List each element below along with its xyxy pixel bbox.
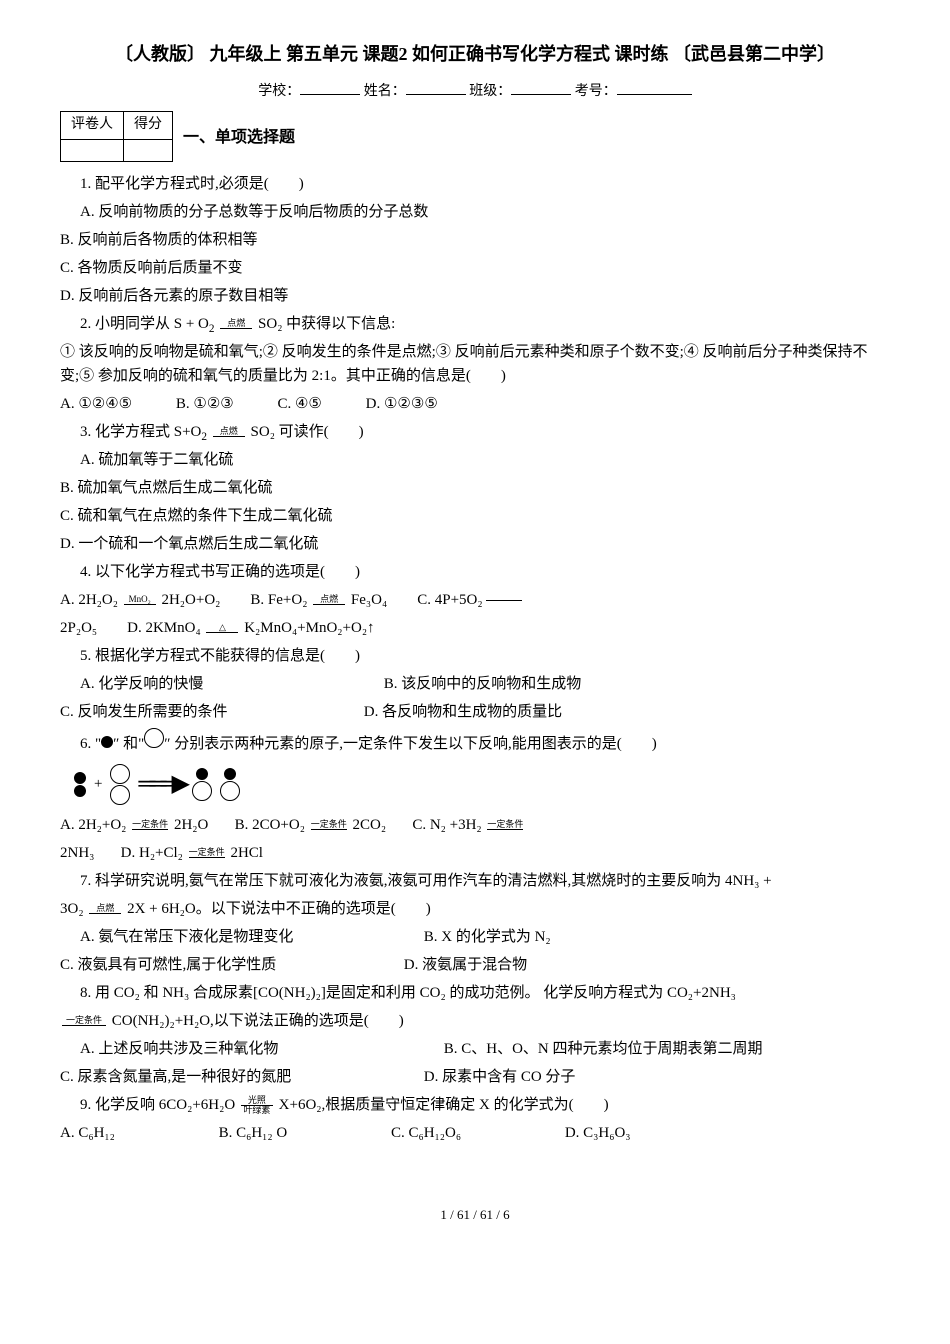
q7-row1: A. 氨气在常压下液化是物理变化 B. X 的化学式为 N₂ [60, 925, 890, 949]
mol-left-solid [74, 772, 86, 797]
q4-A: A. 2H₂O₂ MnO₂ 2H₂O+O₂ [60, 592, 224, 608]
page-title: 〔人教版〕 九年级上 第五单元 课题2 如何正确书写化学方程式 课时练 〔武邑县… [60, 40, 890, 69]
q9-C: C. C₆H₁₂O₆ [391, 1121, 461, 1145]
q8-row2: C. 尿素含氮量高,是一种很好的氮肥 D. 尿素中含有 CO 分子 [60, 1065, 890, 1089]
q2-stem-post: SO₂ 中获得以下信息: [258, 316, 395, 332]
q2-stem-pre: 2. 小明同学从 S + O [80, 316, 209, 332]
mol-right-2 [220, 768, 240, 801]
q3-stem-pre: 3. 化学方程式 S+O [80, 424, 201, 440]
name-label: 姓名： [364, 84, 406, 99]
q3-arrow: 点燃 [213, 427, 245, 437]
q4-B: B. Fe+O₂ 点燃 Fe₃O₄ [250, 592, 391, 608]
q2-B: B. ①②③ [176, 392, 234, 416]
q6-C: C. N₂ +3H₂ 一定条件 [412, 817, 525, 833]
examno-blank [617, 81, 692, 95]
q7-row2: C. 液氨具有可燃性,属于化学性质 D. 液氨属于混合物 [60, 953, 890, 977]
grade-table: 评卷人 得分 [60, 111, 173, 161]
class-label: 班级： [469, 84, 511, 99]
school-blank [300, 81, 360, 95]
q7-D: D. 液氨属于混合物 [404, 957, 527, 973]
name-blank [406, 81, 466, 95]
q2-D: D. ①②③⑤ [366, 392, 438, 416]
q3-stem: 3. 化学方程式 S+O2 点燃 SO₂ 可读作( ) [60, 420, 890, 444]
q2-C: C. ④⑤ [277, 392, 321, 416]
q2-line2: ① 该反响的反响物是硫和氧气;② 反响发生的条件是点燃;③ 反响前后元素种类和原… [60, 340, 890, 388]
hollow-atom-icon [144, 728, 164, 748]
q4-opts2: 2P₂O₅ D. 2KMnO₄ △ K₂MnO₄+MnO₂+O₂↑ [60, 616, 890, 640]
grade-empty1 [61, 139, 124, 161]
q8-D: D. 尿素中含有 CO 分子 [424, 1069, 576, 1085]
section-heading: 一、单项选择题 [183, 111, 295, 151]
q8-B: B. C、H、O、N 四种元素均位于周期表第二周期 [444, 1041, 763, 1057]
q8-row1: A. 上述反响共涉及三种氧化物 B. C、H、O、N 四种元素均位于周期表第二周… [60, 1037, 890, 1061]
q9-D: D. C₃H₆O₃ [565, 1121, 631, 1145]
q8-C: C. 尿素含氮量高,是一种很好的氮肥 [60, 1065, 420, 1089]
class-blank [511, 81, 571, 95]
q8-l2: 一定条件 CO(NH₂)₂+H₂O,以下说法正确的选项是( ) [60, 1009, 890, 1033]
q5-D: D. 各反响物和生成物的质量比 [364, 704, 562, 720]
q1-D: D. 反响前后各元素的原子数目相等 [60, 284, 890, 308]
q5-C: C. 反响发生所需要的条件 [60, 700, 360, 724]
q3-D: D. 一个硫和一个氧点燃后生成二氧化硫 [60, 532, 890, 556]
grade-col1: 评卷人 [61, 112, 124, 139]
q7-A: A. 氨气在常压下液化是物理变化 [80, 925, 420, 949]
q6-opts2: 2NH₃ D. H₂+Cl₂ 一定条件 2HCl [60, 841, 890, 865]
q9-B: B. C₆H₁₂ O [219, 1121, 288, 1145]
q3-B: B. 硫加氧气点燃后生成二氧化硫 [60, 476, 890, 500]
school-label: 学校： [258, 84, 300, 99]
q1-A: A. 反响前物质的分子总数等于反响后物质的分子总数 [60, 200, 890, 224]
q9-opts: A. C₆H₁₂ B. C₆H₁₂ O C. C₆H₁₂O₆ D. C₃H₆O₃ [60, 1121, 890, 1145]
examno-label: 考号： [575, 84, 617, 99]
q7-C: C. 液氨具有可燃性,属于化学性质 [60, 953, 400, 977]
q9-A: A. C₆H₁₂ [60, 1121, 115, 1145]
q7-l1: 7. 科学研究说明,氨气在常压下就可液化为液氨,液氨可用作汽车的清洁燃料,其燃烧… [60, 869, 890, 893]
q9-arrow: 光照 叶绿素 [241, 1096, 273, 1115]
q3-A: A. 硫加氧等于二氧化硫 [60, 448, 890, 472]
mol-right-1 [192, 768, 212, 801]
q5-row1: A. 化学反响的快慢 B. 该反响中的反响物和生成物 [60, 672, 890, 696]
q4-C: C. 4P+5O₂ [417, 592, 522, 608]
grade-col2: 得分 [124, 112, 173, 139]
solid-atom-icon [101, 736, 113, 748]
plus-icon: + [94, 772, 102, 796]
grade-empty2 [124, 139, 173, 161]
q3-stem-post: SO₂ 可读作( ) [251, 424, 364, 440]
q9-stem: 9. 化学反响 6CO₂+6H₂O 光照 叶绿素 X+6O₂,根据质量守恒定律确… [60, 1093, 890, 1117]
q3-C: C. 硫和氧气在点燃的条件下生成二氧化硫 [60, 504, 890, 528]
q4-opts: A. 2H₂O₂ MnO₂ 2H₂O+O₂ B. Fe+O₂ 点燃 Fe₃O₄ … [60, 588, 890, 612]
q1-B: B. 反响前后各物质的体积相等 [60, 228, 890, 252]
q6-D: D. H₂+Cl₂ 一定条件 2HCl [121, 845, 263, 861]
page-footer: 1 / 61 / 61 / 6 [60, 1205, 890, 1226]
q6-stem: 6. "″ 和"″ 分别表示两种元素的原子,一定条件下发生以下反响,能用图表示的… [60, 728, 890, 756]
q6-diagram: + ═══▶ [74, 764, 240, 805]
q1-C: C. 各物质反响前后质量不变 [60, 256, 890, 280]
student-info-line: 学校： 姓名： 班级： 考号： [60, 81, 890, 103]
q5-B: B. 该反响中的反响物和生成物 [384, 676, 582, 692]
q5-A: A. 化学反响的快慢 [80, 672, 380, 696]
q8-l1: 8. 用 CO₂ 和 NH₃ 合成尿素[CO(NH₂)₂]是固定和利用 CO₂ … [60, 981, 890, 1005]
q2-stem: 2. 小明同学从 S + O2 点燃 SO₂ 中获得以下信息: [60, 312, 890, 336]
mol-left-hollow [110, 764, 130, 805]
q8-A: A. 上述反响共涉及三种氧化物 [80, 1037, 440, 1061]
q4-stem: 4. 以下化学方程式书写正确的选项是( ) [60, 560, 890, 584]
q2-arrow: 点燃 [220, 319, 252, 329]
q6-B: B. 2CO+O₂ 一定条件 2CO₂ [235, 817, 390, 833]
q6-A: A. 2H₂+O₂ 一定条件 2H₂O [60, 817, 212, 833]
q6-opts: A. 2H₂+O₂ 一定条件 2H₂O B. 2CO+O₂ 一定条件 2CO₂ … [60, 813, 890, 837]
q5-stem: 5. 根据化学方程式不能获得的信息是( ) [60, 644, 890, 668]
q5-row2: C. 反响发生所需要的条件 D. 各反响物和生成物的质量比 [60, 700, 890, 724]
q2-opts: A. ①②④⑤ B. ①②③ C. ④⑤ D. ①②③⑤ [60, 392, 890, 416]
big-arrow-icon: ═══▶ [138, 765, 183, 803]
q1-stem: 1. 配平化学方程式时,必须是( ) [60, 172, 890, 196]
q7-B: B. X 的化学式为 N₂ [424, 929, 551, 945]
q4-D: D. 2KMnO₄ △ K₂MnO₄+MnO₂+O₂↑ [127, 620, 374, 636]
q7-l2: 3O₂ 点燃 2X + 6H₂O。以下说法中不正确的选项是( ) [60, 897, 890, 921]
q2-A: A. ①②④⑤ [60, 392, 132, 416]
